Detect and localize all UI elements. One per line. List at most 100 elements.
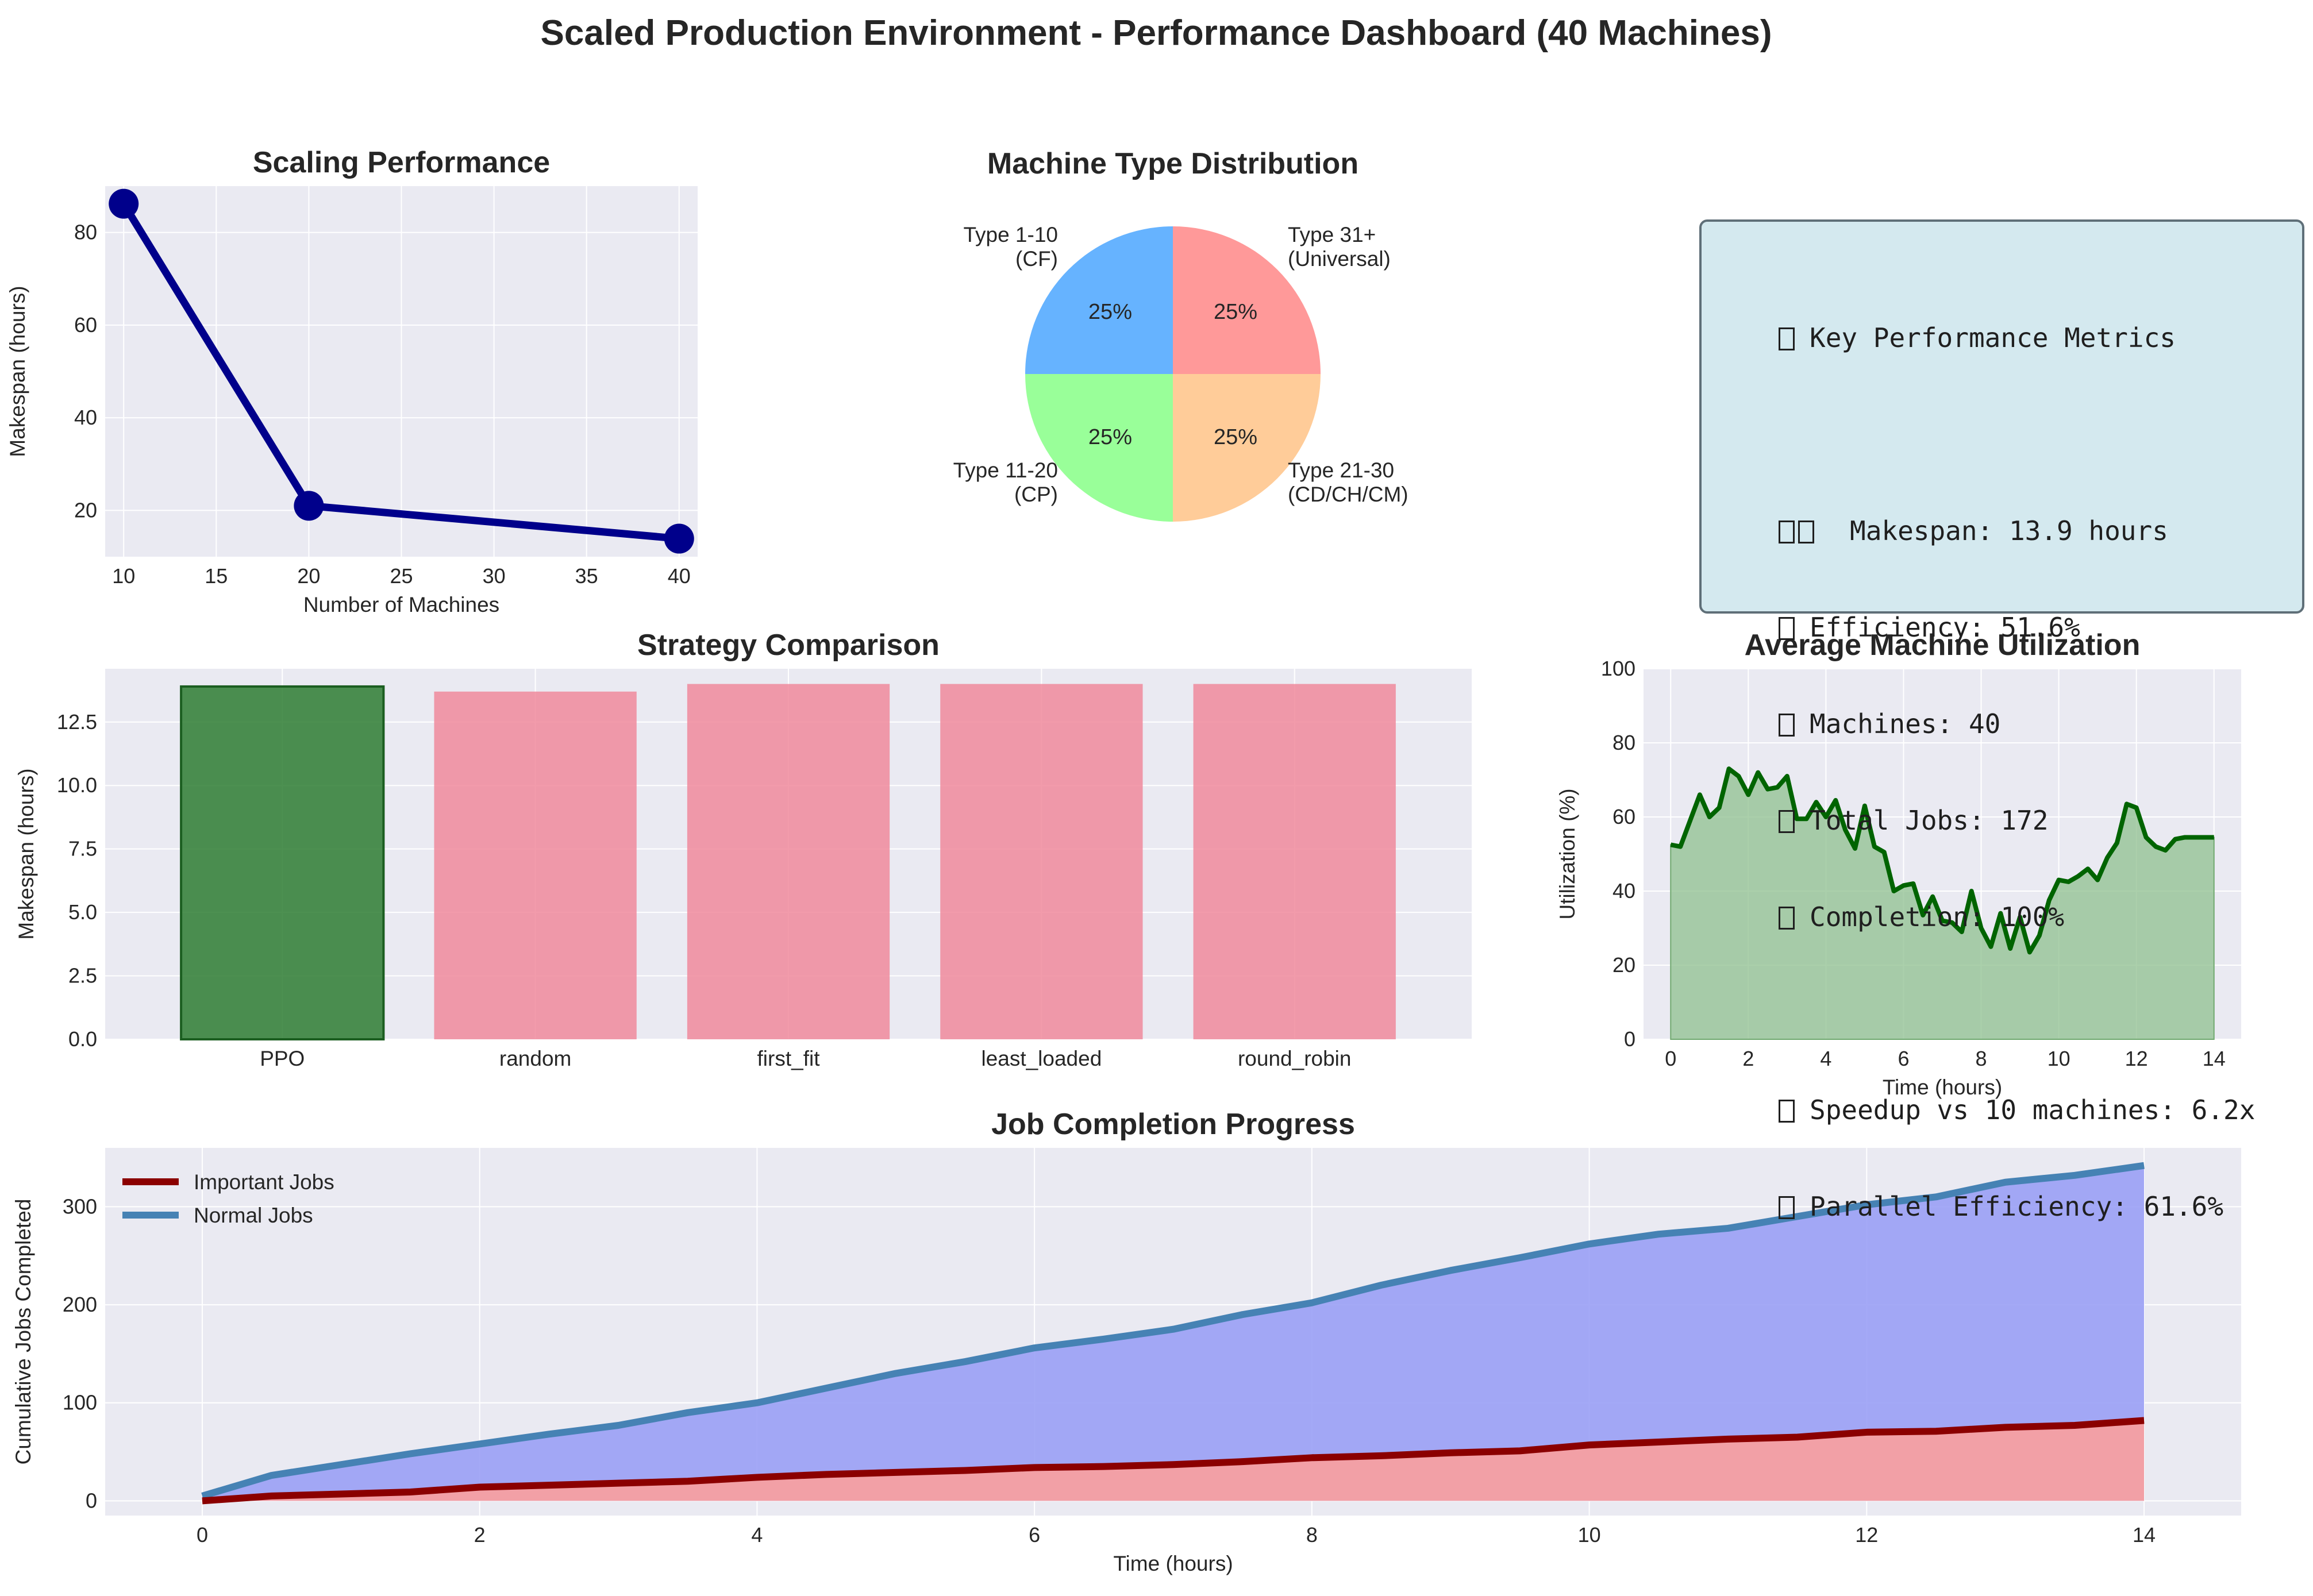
strategy-bar: [434, 691, 637, 1039]
x-tick-label: 10: [2048, 1047, 2070, 1070]
chart-title: Machine Type Distribution: [987, 147, 1358, 180]
x-tick-label: 14: [2133, 1523, 2156, 1547]
x-tick-label: 12: [1855, 1523, 1878, 1547]
y-tick-label: 60: [1612, 805, 1635, 828]
metric-makespan: Makespan: 13.9 hours: [1779, 515, 2302, 547]
clock-icon: [1779, 521, 1795, 543]
scaling-point: [109, 188, 139, 219]
y-tick-label: 2.5: [68, 964, 97, 988]
y-tick-label: 7.5: [68, 837, 97, 861]
normal-jobs-line: [201, 1162, 2145, 1499]
bolt-icon: [1779, 1196, 1795, 1219]
x-tick-label: 2: [1742, 1047, 1754, 1070]
x-tick-label: 14: [2203, 1047, 2226, 1070]
strategy-bar: [687, 684, 890, 1039]
x-tick-label: 12: [2125, 1047, 2148, 1070]
figure-title: Scaled Production Environment - Performa…: [541, 13, 1772, 53]
legend-label: Important Jobs: [194, 1170, 334, 1194]
chart-title: Strategy Comparison: [637, 629, 940, 662]
utilization-chart: 0 2 4 6 8 10 12 14 0 20 40 60 80 100 Average Machine U…: [1556, 629, 2241, 1099]
x-tick-label: 8: [1976, 1047, 1987, 1070]
x-tick-label: 40: [668, 564, 691, 588]
y-tick-label: 80: [1612, 731, 1635, 754]
rocket-icon: [1779, 1100, 1795, 1123]
y-tick-label: 100: [63, 1391, 97, 1414]
metrics-title-row: Key Performance Metrics: [1779, 322, 2302, 354]
pie-percent-label: 25%: [1214, 300, 1257, 324]
chart-icon: [1779, 327, 1795, 350]
clock-icon-secondary: [1798, 521, 1814, 543]
x-tick-label: 0: [1665, 1047, 1676, 1070]
x-tick-label: 10: [112, 564, 135, 588]
x-tick-label: 4: [751, 1523, 763, 1547]
legend-label: Normal Jobs: [194, 1204, 313, 1227]
pie-percent-label: 25%: [1214, 425, 1257, 449]
machine-type-pie-chart: Machine Type Distribution 25% Type 1-10 (CF…: [953, 147, 1408, 522]
x-tick-label: 0: [197, 1523, 208, 1547]
x-tick-label: 6: [1029, 1523, 1040, 1547]
important-jobs-line: [202, 1417, 2145, 1505]
y-tick-label: 12.5: [57, 710, 97, 734]
x-axis-label: Time (hours): [1113, 1552, 1233, 1575]
scaling-point: [294, 491, 324, 521]
category-label: random: [499, 1047, 571, 1070]
important-jobs-area: [202, 1420, 2145, 1501]
legend: Important Jobs Normal Jobs: [122, 1170, 334, 1227]
y-tick-label: 100: [1601, 657, 1635, 680]
completion-chart: 0 2 4 6 8 10 12 14 0 100 200 300 Job Completion Prog…: [11, 1108, 2241, 1575]
pie-slice-label: Type 11-20 (CP): [953, 458, 1058, 506]
x-tick-label: 2: [474, 1523, 486, 1547]
category-label: first_fit: [757, 1047, 821, 1070]
x-tick-label: 35: [575, 564, 598, 588]
x-tick-label: 25: [390, 564, 413, 588]
metric-completion: Completion: 100%: [1779, 901, 2302, 933]
x-tick-label: 30: [483, 564, 506, 588]
x-axis-label: Number of Machines: [303, 593, 499, 616]
chart-title: Job Completion Progress: [991, 1108, 1355, 1141]
y-tick-label: 300: [63, 1194, 97, 1218]
factory-icon: [1779, 714, 1795, 737]
y-axis-label: Makespan (hours): [6, 286, 29, 457]
strategy-bar: [180, 685, 385, 1040]
y-tick-label: 40: [1612, 879, 1635, 903]
category-label: PPO: [260, 1047, 305, 1070]
pie-percent-label: 25%: [1088, 300, 1132, 324]
strategy-bar: [1193, 684, 1396, 1039]
y-tick-label: 0: [86, 1489, 97, 1512]
pie-slice-label: Type 21-30 (CD/CH/CM): [1288, 458, 1408, 506]
normal-jobs-area: [202, 1165, 2145, 1501]
check-icon: [1779, 907, 1795, 930]
pie-slice-label: Type 1-10 (CF): [963, 223, 1058, 271]
y-axis-label: Cumulative Jobs Completed: [11, 1199, 35, 1465]
metrics-title: Key Performance Metrics: [1810, 322, 2176, 353]
pie-slice: [1025, 374, 1173, 522]
scaling-chart: 10 15 20 25 30 35 40 20 40 60 80 Scaling Performanc…: [6, 146, 698, 616]
y-tick-label: 60: [74, 313, 97, 337]
x-tick-label: 8: [1306, 1523, 1318, 1547]
clipboard-icon: [1779, 810, 1795, 833]
pie-slice-label: Type 31+ (Universal): [1288, 223, 1391, 271]
x-tick-label: 15: [205, 564, 228, 588]
y-tick-label: 40: [74, 406, 97, 429]
chart-title: Average Machine Utilization: [1745, 629, 2141, 662]
x-tick-label: 6: [1898, 1047, 1909, 1070]
metric-speedup: Speedup vs 10 machines: 6.2x: [1779, 1094, 2302, 1126]
x-axis-label: Time (hours): [1883, 1075, 2002, 1099]
metric-machines: Machines: 40: [1779, 708, 2302, 740]
x-tick-label: 4: [1820, 1047, 1831, 1070]
y-tick-label: 200: [63, 1293, 97, 1316]
y-axis-label: Utilization (%): [1556, 788, 1579, 919]
metric-efficiency: Efficiency: 51.6%: [1779, 611, 2302, 643]
pie-percent-label: 25%: [1088, 425, 1132, 449]
y-tick-label: 20: [1612, 953, 1635, 977]
metrics-panel: Key Performance Metrics Makespan: 13.9 h…: [1699, 219, 2304, 1222]
x-tick-label: 20: [297, 564, 320, 588]
pie-slice: [1025, 226, 1173, 374]
y-axis-label: Makespan (hours): [14, 768, 38, 939]
gauge-icon: [1779, 617, 1795, 640]
utilization-line: [1670, 766, 2214, 955]
y-tick-label: 20: [74, 498, 97, 522]
pie-slice: [1173, 226, 1321, 374]
x-tick-label: 10: [1578, 1523, 1601, 1547]
metric-parallel-efficiency: Parallel Efficiency: 61.6%: [1779, 1190, 2302, 1223]
